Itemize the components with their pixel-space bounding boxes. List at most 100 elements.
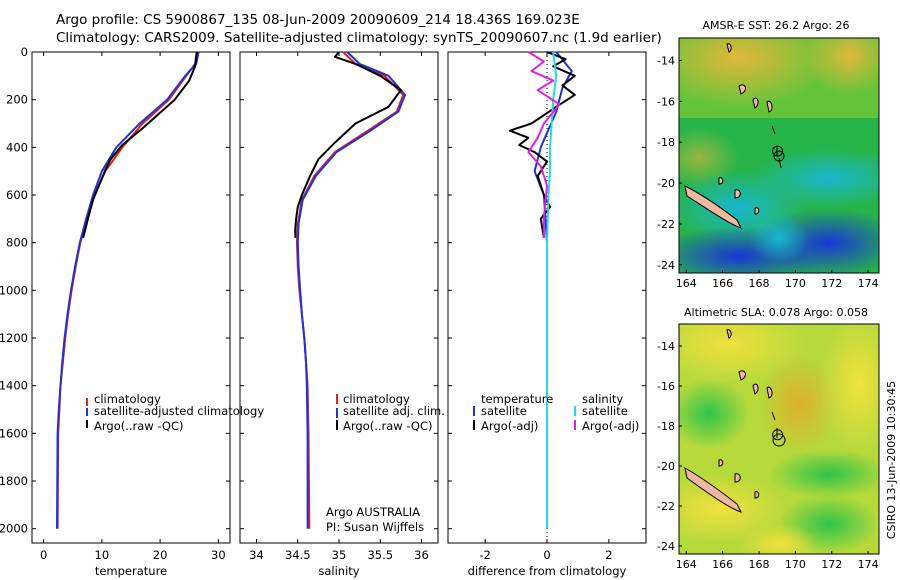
sla-map-panel: Altimetric SLA: 0.078 Argo: 0.058 164 166… bbox=[657, 306, 880, 571]
header-line-2: Climatology: CARS2009. Satellite-adjuste… bbox=[56, 30, 662, 46]
x-tick-label: 0 bbox=[543, 548, 550, 562]
map-x-tick-label: 174 bbox=[858, 558, 879, 571]
legend-sal-argo: Argo(-adj) bbox=[582, 419, 639, 433]
temperature-legend: climatology satellite-adjusted climatolo… bbox=[86, 392, 264, 433]
temperature-axes-frame bbox=[31, 51, 231, 544]
y-tick-label: 800 bbox=[6, 236, 28, 250]
legend-climatology: climatology bbox=[94, 392, 161, 406]
y-tick-label: 400 bbox=[6, 140, 28, 154]
y-tick-label: 1000 bbox=[0, 283, 28, 297]
y-tick-label: 200 bbox=[6, 93, 28, 107]
header-line-1: Argo profile: CS 5900867_135 08-Jun-2009… bbox=[56, 12, 580, 28]
sla-map-ticks: 164 166 168 170 172 174 -14 -16 -18 -20 -22 -24 bbox=[657, 340, 879, 571]
x-tick-label: 35 bbox=[332, 548, 347, 562]
salinity-panel: 34 34.5 35 35.5 36 salinity climatology sate… bbox=[239, 51, 445, 578]
y-tick-label: 1400 bbox=[0, 379, 28, 393]
sst-map-panel: AMSR-E SST: 26.2 Argo: 26 164 166 168 170 17… bbox=[657, 19, 880, 290]
map-y-tick-label: -16 bbox=[657, 380, 675, 393]
temperature-lines bbox=[56, 51, 200, 529]
map-x-tick-label: 172 bbox=[821, 558, 842, 571]
x-tick-label: 20 bbox=[153, 548, 168, 562]
y-tick-label: 0 bbox=[21, 45, 28, 59]
salinity-xlabel: salinity bbox=[318, 564, 359, 578]
map-y-tick-label: -20 bbox=[657, 177, 675, 190]
legend-title-temperature: temperature bbox=[481, 392, 553, 406]
salinity-axes-frame bbox=[239, 51, 439, 544]
map-x-tick-label: 172 bbox=[821, 277, 842, 290]
legend-temp-satellite: satellite bbox=[481, 404, 527, 418]
salinity-argo-line bbox=[294, 51, 402, 238]
temperature-satellite-line bbox=[56, 51, 200, 529]
y-tick-label: 600 bbox=[6, 188, 28, 202]
map-y-tick-label: -24 bbox=[657, 540, 675, 553]
difference-lines bbox=[508, 51, 576, 543]
argo-float-position-marker bbox=[772, 429, 784, 441]
y-tick-label: 1200 bbox=[0, 331, 28, 345]
x-tick-label: 34 bbox=[249, 548, 264, 562]
map-x-tick-label: 164 bbox=[676, 558, 697, 571]
salinity-satellite-line bbox=[296, 51, 406, 529]
map-y-tick-label: -18 bbox=[657, 136, 675, 149]
difference-temperature-satellite-line bbox=[533, 51, 573, 529]
map-x-tick-label: 174 bbox=[858, 277, 879, 290]
temperature-xlabel: temperature bbox=[95, 564, 167, 578]
difference-legend: temperature salinity satellite Argo(-adj… bbox=[473, 392, 639, 433]
map-x-tick-label: 168 bbox=[749, 558, 770, 571]
sla-map-field bbox=[679, 324, 879, 554]
salinity-ticks: 34 34.5 35 35.5 36 bbox=[240, 51, 438, 562]
argo-float-position-marker bbox=[772, 145, 784, 157]
difference-salinity-satellite-line bbox=[546, 51, 558, 529]
x-tick-label: 34.5 bbox=[285, 548, 311, 562]
sla-map-frame bbox=[678, 323, 880, 555]
difference-xlabel: difference from climatology bbox=[468, 564, 627, 578]
map-y-tick-label: -18 bbox=[657, 420, 675, 433]
sst-map-frame bbox=[678, 37, 880, 274]
map-y-tick-label: -22 bbox=[657, 500, 675, 513]
legend-temp-argo: Argo(-adj) bbox=[481, 419, 538, 433]
map-x-tick-label: 170 bbox=[785, 558, 806, 571]
temperature-ticks: 0 10 20 30 0 200 400 600 800 1000 1200 1400 1600 1800… bbox=[0, 45, 230, 562]
map-x-tick-label: 170 bbox=[785, 277, 806, 290]
difference-salinity-argo-line bbox=[527, 51, 561, 238]
map-x-tick-label: 166 bbox=[712, 277, 733, 290]
salinity-lines bbox=[294, 51, 406, 529]
legend-argo: Argo(..raw -QC) bbox=[94, 419, 184, 433]
y-tick-label: 2000 bbox=[0, 522, 28, 536]
salinity-legend: climatology satellite adj. clim. Argo(..… bbox=[336, 392, 445, 433]
map-x-tick-label: 166 bbox=[712, 558, 733, 571]
temperature-panel: 0 10 20 30 0 200 400 600 800 1000 1200 1400 1600 1800… bbox=[0, 45, 264, 578]
difference-panel: -2 0 2 difference from climatology tempera… bbox=[326, 51, 647, 578]
salinity-climatology-line bbox=[295, 51, 405, 529]
footnote-argo-australia: Argo AUSTRALIA bbox=[326, 505, 420, 519]
temperature-climatology-line bbox=[56, 51, 198, 529]
map-x-tick-label: 164 bbox=[676, 277, 697, 290]
map-x-tick-label: 168 bbox=[749, 277, 770, 290]
map-y-tick-label: -20 bbox=[657, 460, 675, 473]
map-y-tick-label: -14 bbox=[657, 340, 675, 353]
x-tick-label: -2 bbox=[479, 548, 490, 562]
x-tick-label: 2 bbox=[605, 548, 612, 562]
x-tick-label: 0 bbox=[40, 548, 47, 562]
map-y-tick-label: -16 bbox=[657, 95, 675, 108]
legend-satellite: satellite adj. clim. bbox=[343, 404, 445, 418]
temperature-argo-line bbox=[82, 51, 198, 239]
sla-map-title: Altimetric SLA: 0.078 Argo: 0.058 bbox=[684, 306, 868, 319]
difference-ticks: -2 0 2 bbox=[448, 51, 646, 562]
credit-stamp: CSIRO 13-Jun-2009 10:30:45 bbox=[885, 381, 898, 539]
sst-map-ticks: 164 166 168 170 172 174 -14 -16 -18 -20 -22 -24 bbox=[657, 54, 879, 290]
sst-map-field bbox=[679, 38, 879, 273]
legend-satellite: satellite-adjusted climatology bbox=[94, 404, 264, 418]
map-y-tick-label: -22 bbox=[657, 218, 675, 231]
legend-title-salinity: salinity bbox=[582, 392, 623, 406]
legend-sal-satellite: satellite bbox=[582, 404, 628, 418]
legend-argo: Argo(..raw -QC) bbox=[343, 419, 433, 433]
x-tick-label: 36 bbox=[414, 548, 429, 562]
y-tick-label: 1800 bbox=[0, 474, 28, 488]
sst-map-title: AMSR-E SST: 26.2 Argo: 26 bbox=[702, 19, 849, 32]
x-tick-label: 30 bbox=[211, 548, 226, 562]
y-tick-label: 1600 bbox=[0, 426, 28, 440]
map-y-tick-label: -14 bbox=[657, 54, 675, 67]
legend-climatology: climatology bbox=[343, 392, 410, 406]
footnote-pi: PI: Susan Wijffels bbox=[326, 520, 424, 534]
